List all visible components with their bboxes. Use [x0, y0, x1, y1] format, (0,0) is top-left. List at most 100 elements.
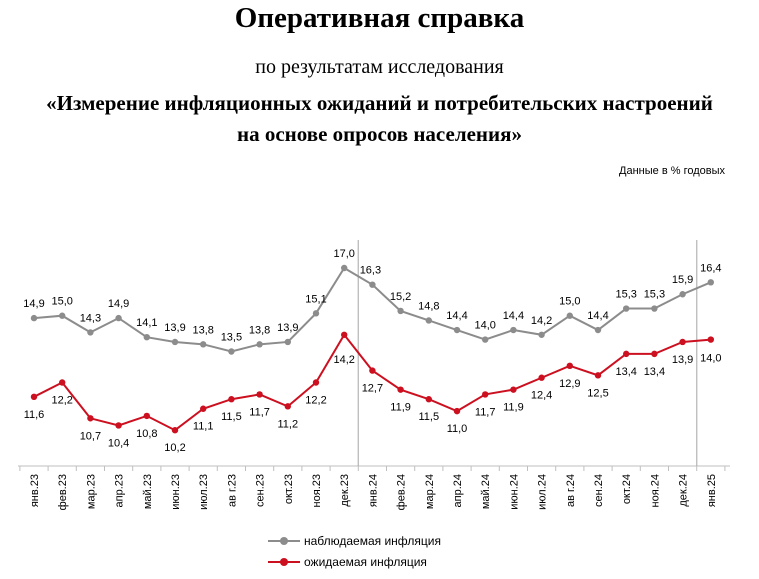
- expected-inflation-point: [538, 374, 545, 381]
- observed-inflation-point: [200, 341, 207, 348]
- units-note: Данные в % годовых: [619, 165, 725, 177]
- observed-inflation-point: [256, 341, 263, 348]
- x-tick-label: апр.24: [452, 474, 464, 507]
- legend-expected-label: ожидаемая инфляция: [304, 554, 427, 569]
- expected-inflation-point: [566, 362, 573, 370]
- observed-inflation-point: [143, 333, 150, 341]
- observed-inflation-data-label: 14,1: [136, 317, 157, 329]
- expected-inflation-data-label: 12,2: [305, 395, 326, 407]
- expected-inflation-data-label: 11,5: [419, 411, 440, 423]
- observed-inflation-point: [453, 326, 461, 334]
- study-heading-line-2: на основе опросов населения»: [237, 122, 522, 146]
- x-tick-label: июл.24: [537, 474, 549, 510]
- expected-inflation-data-label: 10,2: [164, 442, 185, 454]
- observed-inflation-point: [397, 307, 404, 315]
- observed-inflation-point: [369, 281, 376, 288]
- x-tick-label: июл.23: [198, 474, 210, 510]
- observed-inflation-point: [623, 305, 630, 312]
- observed-inflation-data-label: 16,3: [360, 265, 381, 277]
- expected-inflation-point: [143, 412, 150, 420]
- expected-inflation-data-label: 14,2: [333, 354, 354, 366]
- observed-inflation-data-label: 16,4: [700, 262, 721, 274]
- report-title: Оперативная справка: [234, 2, 525, 34]
- x-tick-label: дек.24: [678, 474, 690, 507]
- observed-inflation-point: [341, 264, 348, 272]
- chart-legend: наблюдаемая инфляция ожидаемая инфляция: [268, 530, 441, 572]
- expected-inflation-point: [482, 391, 489, 398]
- observed-inflation-data-label: 14,4: [503, 310, 524, 322]
- x-tick-label: сен.23: [255, 474, 267, 507]
- x-tick-label: мар.24: [424, 474, 436, 509]
- observed-inflation-data-label: 13,9: [277, 322, 298, 334]
- expected-inflation-point: [30, 393, 38, 401]
- expected-inflation-point: [453, 407, 461, 415]
- observed-inflation-point: [59, 312, 66, 319]
- observed-inflation-point: [538, 331, 545, 338]
- expected-inflation-data-label: 10,8: [136, 428, 157, 440]
- observed-inflation-data-label: 14,9: [108, 298, 129, 310]
- legend-expected-marker: [268, 557, 300, 567]
- expected-inflation-data-label: 13,4: [615, 366, 636, 378]
- expected-inflation-point: [341, 331, 348, 338]
- x-tick-label: ноя.23: [311, 474, 323, 507]
- expected-inflation-point: [594, 372, 602, 379]
- x-tick-label: май.23: [142, 474, 154, 509]
- observed-inflation-data-label: 14,3: [80, 312, 101, 324]
- expected-inflation-data-label: 12,7: [362, 383, 383, 395]
- x-tick-label: июн.24: [508, 474, 520, 510]
- observed-inflation-point: [651, 305, 658, 312]
- observed-inflation-point: [707, 279, 714, 286]
- observed-inflation-data-label: 13,5: [221, 331, 242, 343]
- expected-inflation-point: [679, 338, 686, 346]
- legend-observed-marker: [268, 536, 300, 546]
- x-tick-label: май.24: [480, 474, 492, 509]
- observed-inflation-point: [228, 348, 235, 355]
- observed-inflation-data-label: 14,4: [587, 310, 608, 322]
- expected-inflation-data-label: 11,1: [193, 421, 214, 433]
- observed-inflation-point: [425, 317, 432, 324]
- observed-inflation-point: [594, 326, 602, 334]
- expected-inflation-data-label: 11,0: [447, 423, 468, 435]
- expected-inflation-data-label: 11,7: [475, 406, 496, 418]
- expected-inflation-data-label: 11,5: [221, 411, 242, 423]
- expected-inflation-data-label: 11,6: [24, 409, 45, 421]
- expected-inflation-point: [171, 427, 179, 434]
- x-tick-label: янв.24: [367, 474, 379, 507]
- study-heading-line-1: «Измерение инфляционных ожиданий и потре…: [46, 91, 713, 115]
- expected-inflation-data-label: 14,0: [700, 353, 721, 365]
- observed-inflation-data-label: 15,0: [51, 296, 72, 308]
- x-tick-label: ав г.24: [565, 474, 577, 507]
- expected-inflation-data-label: 10,4: [108, 437, 129, 449]
- expected-inflation-point: [115, 422, 122, 429]
- expected-inflation-point: [256, 391, 263, 398]
- expected-inflation-point: [425, 396, 432, 403]
- x-tick-label: фев.24: [396, 474, 408, 510]
- expected-inflation-point: [707, 336, 714, 343]
- report-subtitle: по результатам исследования: [255, 56, 504, 78]
- observed-inflation-data-label: 13,8: [249, 324, 270, 336]
- observed-inflation-data-label: 15,9: [672, 274, 693, 286]
- expected-inflation-point: [397, 386, 404, 393]
- observed-inflation-data-label: 15,0: [559, 296, 580, 308]
- expected-inflation-point: [510, 386, 517, 393]
- observed-inflation-point: [312, 310, 320, 317]
- expected-inflation-point: [87, 415, 94, 422]
- observed-inflation-point: [566, 312, 573, 319]
- expected-inflation-data-label: 11,9: [503, 402, 524, 414]
- x-tick-label: дек.23: [339, 474, 351, 507]
- expected-inflation-data-label: 12,9: [559, 378, 580, 390]
- expected-inflation-data-label: 13,4: [644, 366, 665, 378]
- observed-inflation-line: [33, 266, 712, 353]
- observed-inflation-point: [115, 314, 122, 322]
- observed-inflation-data-label: 13,8: [192, 324, 213, 336]
- observed-inflation-point: [284, 338, 291, 346]
- x-tick-label: ав г.23: [226, 474, 238, 507]
- expected-inflation-data-label: 12,4: [531, 390, 552, 402]
- expected-inflation-point: [651, 350, 658, 358]
- observed-inflation-data-label: 15,2: [390, 291, 411, 303]
- expected-inflation-point: [59, 379, 66, 386]
- legend-observed-label: наблюдаемая инфляция: [304, 533, 441, 548]
- expected-inflation-point: [284, 403, 291, 410]
- observed-inflation-data-label: 15,1: [305, 293, 326, 305]
